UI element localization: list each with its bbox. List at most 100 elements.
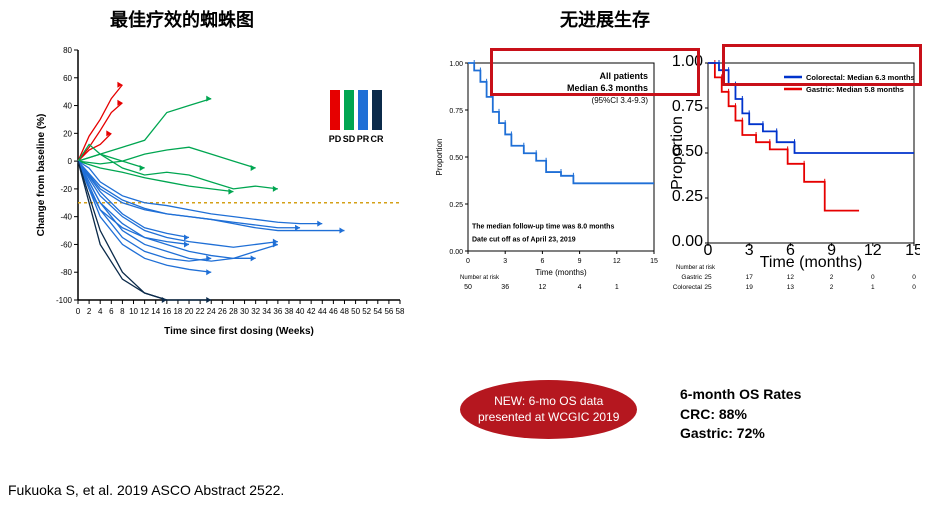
svg-text:0.75: 0.75 bbox=[449, 108, 463, 115]
svg-text:13: 13 bbox=[787, 284, 795, 291]
svg-text:38: 38 bbox=[285, 307, 294, 316]
svg-text:40: 40 bbox=[63, 102, 72, 111]
svg-text:34: 34 bbox=[262, 307, 271, 316]
os-rates-line2: CRC: 88% bbox=[680, 406, 747, 422]
svg-text:Time (months): Time (months) bbox=[535, 268, 587, 277]
svg-text:46: 46 bbox=[329, 307, 338, 316]
svg-text:32: 32 bbox=[251, 307, 260, 316]
svg-text:1.00: 1.00 bbox=[449, 61, 463, 68]
svg-text:15: 15 bbox=[905, 242, 920, 259]
svg-text:Time (months): Time (months) bbox=[760, 254, 863, 271]
os-rates-block: 6-month OS Rates CRC: 88% Gastric: 72% bbox=[680, 385, 801, 444]
svg-text:10: 10 bbox=[129, 307, 138, 316]
svg-text:2: 2 bbox=[830, 284, 834, 291]
svg-text:Time since first dosing (Weeks: Time since first dosing (Weeks) bbox=[164, 326, 314, 337]
svg-text:PR: PR bbox=[357, 134, 370, 144]
svg-text:-20: -20 bbox=[60, 185, 72, 194]
svg-text:6: 6 bbox=[109, 307, 114, 316]
svg-text:2: 2 bbox=[830, 274, 834, 281]
svg-text:0.00: 0.00 bbox=[449, 249, 463, 256]
svg-text:0.25: 0.25 bbox=[449, 202, 463, 209]
svg-text:30: 30 bbox=[240, 307, 249, 316]
svg-text:0: 0 bbox=[68, 157, 73, 166]
new-data-callout: NEW: 6-mo OS data presented at WCGIC 201… bbox=[460, 380, 637, 439]
svg-text:44: 44 bbox=[318, 307, 327, 316]
svg-text:SD: SD bbox=[343, 134, 356, 144]
svg-text:6: 6 bbox=[540, 258, 544, 265]
callout-line1: NEW: 6-mo OS data bbox=[494, 394, 603, 408]
svg-text:52: 52 bbox=[362, 307, 371, 316]
svg-text:-40: -40 bbox=[60, 213, 72, 222]
svg-text:Proportion: Proportion bbox=[435, 139, 444, 176]
svg-text:40: 40 bbox=[296, 307, 305, 316]
svg-text:24: 24 bbox=[207, 307, 216, 316]
svg-text:(95%CI 3.4-9.3): (95%CI 3.4-9.3) bbox=[592, 96, 649, 105]
svg-text:12: 12 bbox=[140, 307, 149, 316]
highlight-box-2 bbox=[722, 44, 922, 86]
svg-text:0: 0 bbox=[76, 307, 81, 316]
svg-text:-80: -80 bbox=[60, 268, 72, 277]
svg-text:Change from baseline (%): Change from baseline (%) bbox=[36, 114, 47, 237]
svg-text:17: 17 bbox=[746, 274, 754, 281]
spider-chart: -100 -80 -60 -40 -20 0 20 40 60 80 0 24 68 1012141618… bbox=[30, 40, 410, 340]
svg-text:0.50: 0.50 bbox=[449, 155, 463, 162]
svg-text:16: 16 bbox=[162, 307, 171, 316]
citation: Fukuoka S, et al. 2019 ASCO Abstract 252… bbox=[8, 482, 284, 498]
svg-text:Colorectal: Colorectal bbox=[673, 284, 703, 291]
svg-text:0.00: 0.00 bbox=[672, 233, 703, 250]
svg-text:1: 1 bbox=[615, 284, 619, 291]
svg-text:50: 50 bbox=[351, 307, 360, 316]
svg-text:36: 36 bbox=[501, 284, 509, 291]
svg-text:20: 20 bbox=[185, 307, 194, 316]
svg-text:22: 22 bbox=[196, 307, 205, 316]
svg-text:Proportion: Proportion bbox=[670, 116, 686, 190]
svg-text:58: 58 bbox=[396, 307, 405, 316]
svg-text:54: 54 bbox=[373, 307, 382, 316]
title-left: 最佳疗效的蜘蛛图 bbox=[110, 6, 254, 32]
svg-text:50: 50 bbox=[464, 284, 472, 291]
svg-text:Date cut off as of April 23, 2: Date cut off as of April 23, 2019 bbox=[472, 237, 576, 244]
svg-text:28: 28 bbox=[229, 307, 238, 316]
svg-text:The median follow-up time was: The median follow-up time was 8.0 months bbox=[472, 223, 614, 230]
svg-text:25: 25 bbox=[704, 274, 712, 281]
svg-text:Gastric: Median 5.8 months: Gastric: Median 5.8 months bbox=[806, 85, 904, 94]
svg-text:56: 56 bbox=[384, 307, 393, 316]
svg-text:12: 12 bbox=[864, 242, 882, 259]
svg-text:3: 3 bbox=[503, 258, 507, 265]
svg-text:4: 4 bbox=[578, 284, 582, 291]
svg-text:0: 0 bbox=[912, 274, 916, 281]
svg-text:12: 12 bbox=[613, 258, 621, 265]
svg-text:0: 0 bbox=[466, 258, 470, 265]
svg-text:19: 19 bbox=[746, 284, 754, 291]
svg-text:0: 0 bbox=[704, 242, 713, 259]
svg-text:8: 8 bbox=[120, 307, 125, 316]
svg-text:20: 20 bbox=[63, 129, 72, 138]
svg-text:9: 9 bbox=[578, 258, 582, 265]
svg-text:26: 26 bbox=[218, 307, 227, 316]
svg-text:Gastric: Gastric bbox=[681, 274, 702, 281]
svg-text:CR: CR bbox=[371, 134, 384, 144]
svg-text:25: 25 bbox=[704, 284, 712, 291]
svg-text:36: 36 bbox=[273, 307, 282, 316]
highlight-box-1 bbox=[490, 48, 700, 96]
svg-text:0: 0 bbox=[871, 274, 875, 281]
svg-text:PD: PD bbox=[329, 134, 342, 144]
svg-text:Number at risk: Number at risk bbox=[676, 265, 716, 271]
os-rates-line3: Gastric: 72% bbox=[680, 425, 765, 441]
svg-text:0: 0 bbox=[912, 284, 916, 291]
svg-text:4: 4 bbox=[98, 307, 103, 316]
svg-text:18: 18 bbox=[173, 307, 182, 316]
svg-text:42: 42 bbox=[307, 307, 316, 316]
svg-text:-100: -100 bbox=[56, 296, 73, 305]
svg-text:15: 15 bbox=[650, 258, 658, 265]
title-right: 无进展生存 bbox=[560, 6, 650, 32]
os-rates-line1: 6-month OS Rates bbox=[680, 386, 801, 402]
svg-text:60: 60 bbox=[63, 74, 72, 83]
svg-text:14: 14 bbox=[151, 307, 160, 316]
svg-text:0.75: 0.75 bbox=[672, 98, 703, 115]
svg-text:-60: -60 bbox=[60, 240, 72, 249]
km-chart-by-tumor: 0.000.250.500.751.0003691215ProportionTi… bbox=[670, 55, 920, 315]
svg-text:48: 48 bbox=[340, 307, 349, 316]
svg-text:80: 80 bbox=[63, 46, 72, 55]
svg-text:3: 3 bbox=[745, 242, 754, 259]
